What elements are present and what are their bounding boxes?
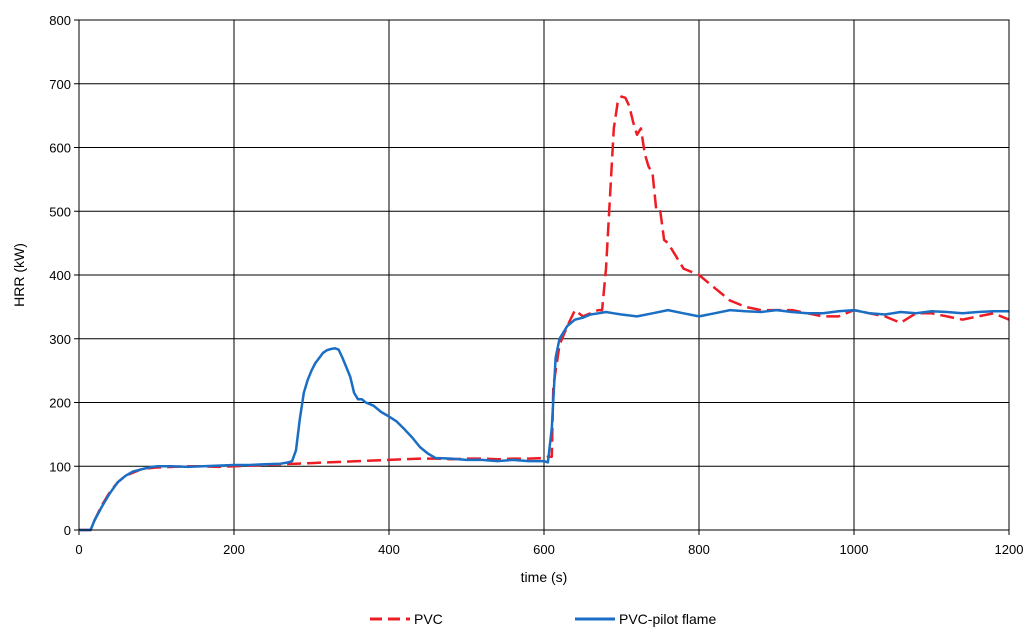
x-tick-label: 1200 [995,542,1024,557]
legend-label-pvc-pilot-flame: PVC-pilot flame [619,611,716,627]
series-group [79,95,1010,532]
y-tick-label: 800 [49,13,71,28]
y-tick-label: 300 [49,332,71,347]
series-line-pvc-pilot-flame [79,308,1009,532]
x-tick-label: 1000 [840,542,869,557]
legend-label-pvc: PVC [414,611,443,627]
tick-labels: 0 200 400 600 800 1000 1200 0 100 200 300 400 500 600… [49,13,1023,557]
x-tick-label: 800 [688,542,710,557]
y-tick-label: 500 [49,204,71,219]
x-tick-label: 600 [533,542,555,557]
y-tick-label: 600 [49,141,71,156]
y-tick-label: 700 [49,77,71,92]
x-axis-title: time (s) [521,569,568,585]
y-tick-label: 200 [49,396,71,411]
y-tick-label: 0 [64,523,71,538]
x-tick-label: 400 [378,542,400,557]
legend: PVC PVC-pilot flame [370,611,716,627]
x-tick-label: 0 [75,542,82,557]
x-tick-label: 200 [223,542,245,557]
y-axis-title: HRR (kW) [11,243,27,307]
plot-area-border [78,19,1010,531]
y-tick-label: 100 [49,459,71,474]
y-tick-label: 400 [49,268,71,283]
